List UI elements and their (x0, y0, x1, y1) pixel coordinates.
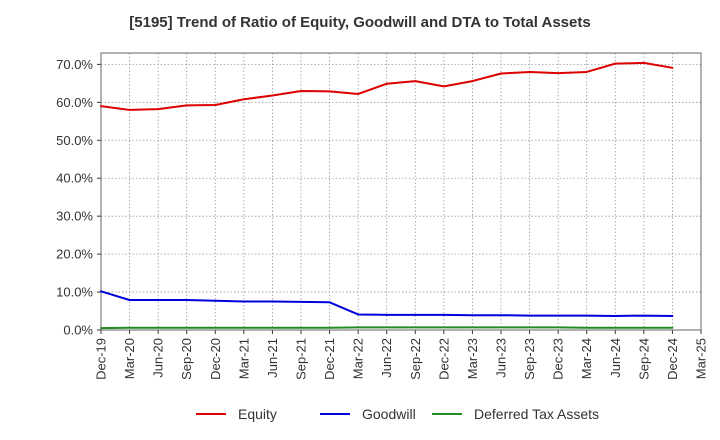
x-tick-label: Mar-22 (351, 338, 366, 379)
x-tick-label: Sep-24 (636, 338, 651, 380)
x-tick-label: Mar-23 (465, 338, 480, 379)
x-tick-label: Mar-24 (579, 338, 594, 379)
x-tick-label: Sep-23 (522, 338, 537, 380)
x-tick-label: Sep-21 (294, 338, 309, 380)
x-tick-label: Jun-23 (494, 338, 509, 378)
x-tick-label: Mar-25 (694, 338, 709, 379)
x-tick-label: Mar-21 (236, 338, 251, 379)
legend-swatch-equity (196, 413, 226, 415)
x-tick-label: Dec-19 (94, 338, 109, 380)
axis-layer (97, 52, 702, 334)
label-layer: 0.0% 10.0% 20.0% 30.0% 40.0% 50.0% 60.0% 70.0% D… (56, 57, 708, 380)
chart-title: [5195] Trend of Ratio of Equity, Goodwil… (129, 14, 591, 31)
plot-frame (100, 52, 702, 331)
legend-item-goodwill: Goodwill (320, 406, 416, 422)
series-line-goodwill (100, 290, 674, 317)
x-tick-label: Dec-23 (551, 338, 566, 380)
y-tick-label: 30.0% (56, 209, 93, 224)
legend-item-deferred-tax-assets: Deferred Tax Assets (432, 406, 599, 422)
x-tick-label: Jun-20 (151, 338, 166, 378)
y-tick-label: 10.0% (56, 285, 93, 300)
grid-layer (100, 53, 702, 331)
x-tick-label: Jun-22 (379, 338, 394, 378)
y-tick-label: 60.0% (56, 95, 93, 110)
legend-label-equity: Equity (238, 406, 277, 422)
y-tick-label: 20.0% (56, 247, 93, 262)
y-tick-label: 40.0% (56, 171, 93, 186)
x-tick-label: Jun-24 (608, 338, 623, 378)
legend-label-deferred-tax-assets: Deferred Tax Assets (474, 406, 600, 422)
series-layer (100, 61, 674, 330)
x-tick-label: Sep-20 (179, 338, 194, 380)
x-tick-label: Dec-21 (322, 338, 337, 380)
x-tick-label: Sep-22 (408, 338, 423, 380)
legend-item-equity: Equity (196, 406, 277, 422)
y-tick-label: 50.0% (56, 133, 93, 148)
x-tick-label: Dec-22 (436, 338, 451, 380)
series-line-equity (100, 61, 674, 111)
x-tick-label: Mar-20 (122, 338, 137, 379)
y-tick-label: 70.0% (56, 57, 93, 72)
x-tick-label: Jun-21 (265, 338, 280, 378)
legend-swatch-goodwill (320, 413, 350, 415)
series-line-deferred-tax-assets (100, 326, 674, 330)
x-tick-label: Dec-20 (208, 338, 223, 380)
legend-label-goodwill: Goodwill (362, 406, 416, 422)
y-tick-label: 0.0% (63, 323, 93, 338)
legend-swatch-deferred-tax-assets (432, 413, 462, 415)
legend: Equity Goodwill Deferred Tax Assets (0, 404, 720, 428)
x-tick-label: Dec-24 (665, 338, 680, 380)
